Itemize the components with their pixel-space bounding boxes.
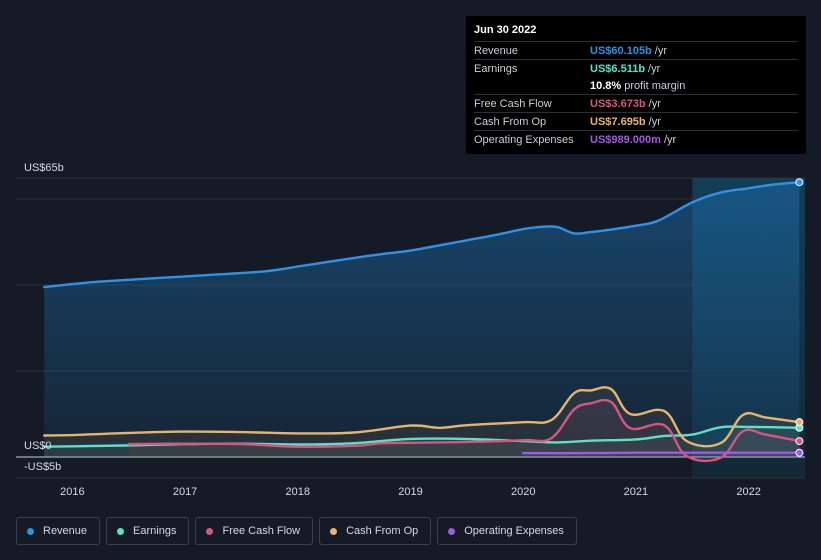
legend-dot-icon <box>330 527 338 535</box>
tooltip-value: US$989.000m <box>590 133 661 146</box>
y-tick-label-zero: US$0 <box>24 440 52 452</box>
x-tick-label: 2019 <box>398 486 422 498</box>
legend-item-earnings[interactable]: Earnings <box>106 517 190 545</box>
tooltip-unit: /yr <box>648 97 661 110</box>
y-tick-label-bottom: -US$5b <box>24 461 61 473</box>
tooltip-row-free-cash-flow: Free Cash Flow US$3.673b /yr <box>474 94 798 112</box>
legend-dot-icon <box>27 527 34 535</box>
revenue-endpoint <box>795 178 804 187</box>
tooltip-unit: /yr <box>654 44 667 57</box>
cash-from-op-line <box>43 386 801 448</box>
operating-expenses-endpoint <box>795 448 804 457</box>
free-cash-flow-line <box>127 398 801 463</box>
tooltip-value: US$3.673b <box>590 97 646 110</box>
tooltip-unit: profit margin <box>624 79 686 92</box>
free-cash-flow-endpoint <box>795 437 804 446</box>
legend: Revenue Earnings Free Cash Flow Cash Fro… <box>16 517 577 545</box>
legend-label: Cash From Op <box>346 525 419 537</box>
tooltip-value: US$7.695b <box>590 115 646 128</box>
legend-label: Operating Expenses <box>464 525 564 537</box>
legend-dot-icon <box>117 527 125 535</box>
tooltip-label: Cash From Op <box>474 115 547 128</box>
tooltip-unit: /yr <box>663 133 677 146</box>
tooltip-row-margin: 10.8% profit margin <box>474 77 798 94</box>
legend-label: Revenue <box>43 525 88 537</box>
tooltip-label: Earnings <box>474 62 518 75</box>
legend-item-free-cash-flow[interactable]: Free Cash Flow <box>195 517 314 545</box>
cash-from-op-endpoint <box>795 418 804 427</box>
x-tick-label: 2022 <box>736 486 760 498</box>
tooltip-row-revenue: Revenue US$60.105b /yr <box>474 41 798 59</box>
tooltip-label: Revenue <box>474 44 519 57</box>
tooltip: Jun 30 2022 Revenue US$60.105b /yr Earni… <box>466 16 806 154</box>
revenue-area <box>44 182 800 457</box>
tooltip-row-operating-expenses: Operating Expenses US$989.000m /yr <box>474 130 798 148</box>
tooltip-value: 10.8% <box>590 79 622 92</box>
legend-dot-icon <box>206 527 214 535</box>
legend-label: Free Cash Flow <box>222 525 301 537</box>
tooltip-row-cash-from-op: Cash From Op US$7.695b /yr <box>474 112 798 130</box>
x-tick-label: 2018 <box>286 486 310 498</box>
tooltip-value: US$60.105b <box>590 44 652 57</box>
tooltip-unit: /yr <box>648 62 661 75</box>
tooltip-label: Operating Expenses <box>474 133 574 146</box>
revenue-line <box>43 181 801 289</box>
tooltip-unit: /yr <box>648 115 661 128</box>
tooltip-date: Jun 30 2022 <box>474 24 537 36</box>
x-tick-label: 2021 <box>624 486 648 498</box>
x-tick-label: 2020 <box>511 486 535 498</box>
tooltip-row-earnings: Earnings US$6.511b /yr <box>474 59 798 77</box>
tooltip-label: Free Cash Flow <box>474 97 552 110</box>
legend-item-revenue[interactable]: Revenue <box>16 517 101 545</box>
legend-dot-icon <box>448 527 456 535</box>
tooltip-value: US$6.511b <box>590 62 646 75</box>
legend-item-cash-from-op[interactable]: Cash From Op <box>319 517 432 545</box>
y-tick-label-top: US$65b <box>24 162 64 174</box>
x-tick-label: 2017 <box>173 486 197 498</box>
free-cash-flow-area <box>128 400 800 461</box>
legend-label: Earnings <box>133 525 177 537</box>
legend-item-operating-expenses[interactable]: Operating Expenses <box>437 517 577 545</box>
x-tick-label: 2016 <box>60 486 84 498</box>
